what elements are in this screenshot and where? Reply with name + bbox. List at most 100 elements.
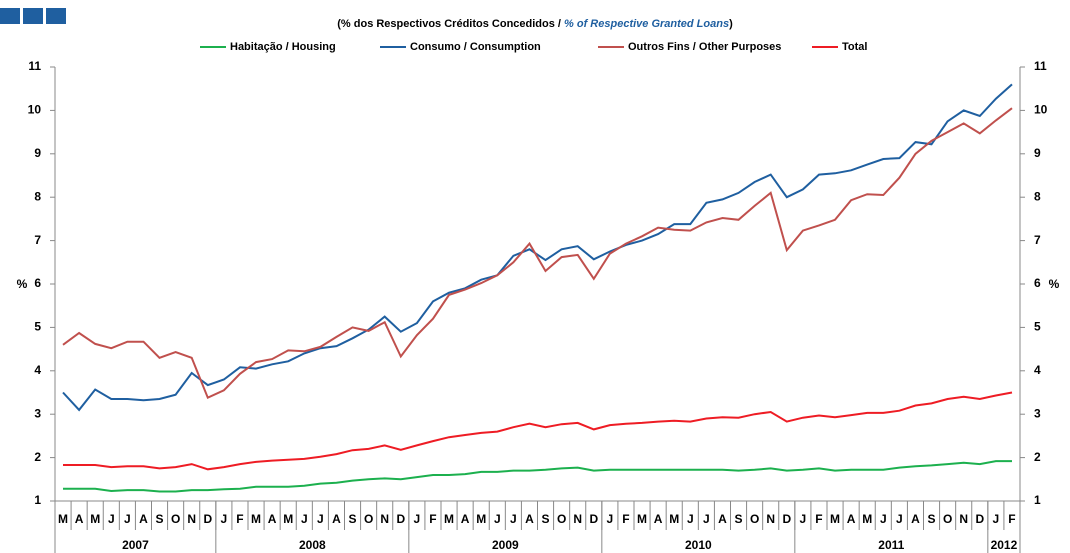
y2-tick-label: 1	[1034, 493, 1041, 507]
x-tick-label: J	[414, 512, 421, 526]
x-tick-label: M	[637, 512, 647, 526]
x-tick-label: A	[718, 512, 727, 526]
x-tick-label: A	[525, 512, 534, 526]
y2-tick-label: 10	[1034, 103, 1048, 117]
x-tick-label: A	[332, 512, 341, 526]
x-tick-label: D	[975, 512, 984, 526]
x-tick-label: J	[221, 512, 228, 526]
x-tick-label: A	[268, 512, 277, 526]
x-tick-label: D	[782, 512, 791, 526]
x-tick-label: N	[187, 512, 196, 526]
x-tick-label: F	[622, 512, 629, 526]
x-tick-label: J	[510, 512, 517, 526]
x-tick-label: N	[959, 512, 968, 526]
y-tick-label: 7	[34, 233, 41, 247]
legend-label: Habitação / Housing	[230, 41, 336, 53]
x-tick-label: A	[654, 512, 663, 526]
year-label: 2012	[991, 538, 1018, 552]
y2-tick-label: 5	[1034, 320, 1041, 334]
x-tick-label: O	[171, 512, 180, 526]
y2-tick-label: 4	[1034, 363, 1041, 377]
x-tick-label: J	[993, 512, 1000, 526]
year-label: 2008	[299, 538, 326, 552]
x-tick-label: F	[429, 512, 436, 526]
x-tick-label: A	[911, 512, 920, 526]
y-tick-label: 4	[34, 363, 41, 377]
x-tick-label: S	[156, 512, 164, 526]
x-tick-label: D	[589, 512, 598, 526]
x-tick-label: J	[108, 512, 115, 526]
y-tick-label: 1	[34, 493, 41, 507]
x-tick-label: J	[124, 512, 131, 526]
y-tick-label: 2	[34, 450, 41, 464]
year-label: 2010	[685, 538, 712, 552]
x-tick-label: M	[283, 512, 293, 526]
x-tick-label: N	[766, 512, 775, 526]
decor	[23, 8, 43, 24]
x-tick-label: A	[461, 512, 470, 526]
year-label: 2011	[878, 538, 904, 552]
x-tick-label: N	[380, 512, 389, 526]
x-tick-label: J	[317, 512, 324, 526]
y2-tick-label: 11	[1034, 59, 1047, 73]
x-tick-label: F	[815, 512, 822, 526]
x-tick-label: M	[862, 512, 872, 526]
y2-tick-label: 9	[1034, 146, 1041, 160]
x-tick-label: J	[687, 512, 694, 526]
x-tick-label: O	[557, 512, 566, 526]
subtitle-pt: (% dos Respectivos Créditos Concedidos /	[337, 18, 564, 30]
x-tick-label: O	[750, 512, 759, 526]
series-line	[63, 391, 1013, 471]
year-label: 2007	[122, 538, 149, 552]
y-tick-label: 10	[28, 103, 42, 117]
x-tick-label: D	[203, 512, 212, 526]
x-tick-label: F	[236, 512, 243, 526]
y-tick-label: 9	[34, 146, 41, 160]
x-tick-label: M	[444, 512, 454, 526]
series-line	[62, 107, 1013, 400]
y-tick-label: 3	[34, 406, 41, 420]
x-tick-label: S	[928, 512, 936, 526]
x-tick-label: J	[301, 512, 308, 526]
decor	[0, 8, 20, 24]
x-tick-label: D	[396, 512, 405, 526]
x-tick-label: J	[880, 512, 887, 526]
subtitle-close: )	[729, 18, 733, 30]
x-tick-label: S	[349, 512, 357, 526]
legend-label: Outros Fins / Other Purposes	[628, 41, 781, 53]
y2-tick-label: 8	[1034, 189, 1041, 203]
year-label: 2009	[492, 538, 519, 552]
legend-label: Consumo / Consumption	[410, 41, 541, 53]
decor	[46, 8, 66, 24]
series-line	[63, 460, 1012, 493]
y2-tick-label: 7	[1034, 233, 1041, 247]
y-tick-label: 8	[34, 189, 41, 203]
y2-tick-label: 2	[1034, 450, 1041, 464]
y2-tick-label: 3	[1034, 406, 1041, 420]
x-tick-label: M	[476, 512, 486, 526]
x-tick-label: J	[800, 512, 807, 526]
x-tick-label: A	[139, 512, 148, 526]
x-tick-label: J	[607, 512, 614, 526]
legend-label: Total	[842, 41, 867, 53]
x-tick-label: F	[1008, 512, 1015, 526]
x-tick-label: J	[703, 512, 710, 526]
x-tick-label: M	[251, 512, 261, 526]
subtitle: (% dos Respectivos Créditos Concedidos /…	[337, 18, 733, 30]
y2-label: %	[1049, 277, 1060, 291]
y-tick-label: 6	[34, 276, 41, 290]
x-tick-label: M	[58, 512, 68, 526]
x-tick-label: J	[896, 512, 903, 526]
x-tick-label: O	[943, 512, 952, 526]
x-tick-label: O	[364, 512, 373, 526]
x-tick-label: M	[669, 512, 679, 526]
x-tick-label: M	[830, 512, 840, 526]
x-tick-label: A	[75, 512, 84, 526]
subtitle-en: % of Respective Granted Loans	[564, 18, 729, 30]
x-tick-label: S	[735, 512, 743, 526]
x-tick-label: A	[847, 512, 856, 526]
y-label: %	[17, 277, 28, 291]
y-tick-label: 5	[34, 320, 41, 334]
series-line	[62, 83, 1013, 412]
